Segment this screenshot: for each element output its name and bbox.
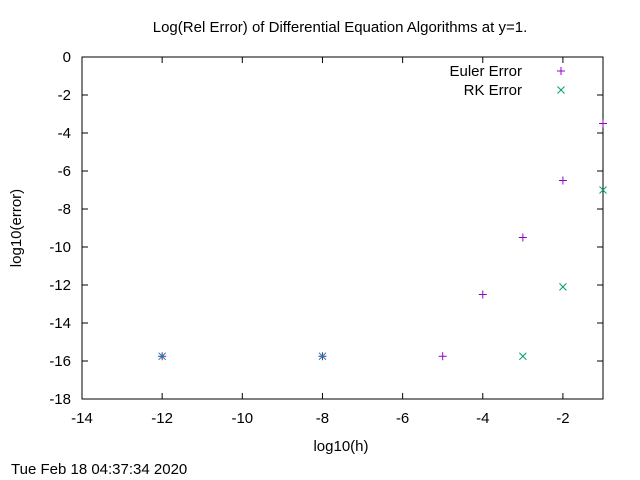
- legend: Euler Error RK Error: [449, 63, 565, 99]
- data-point-euler: [478, 290, 487, 299]
- y-tick-label: -12: [49, 277, 71, 294]
- y-tick-label: -18: [49, 391, 71, 408]
- y-tick-label: -2: [58, 87, 71, 104]
- x-tick-label: -6: [396, 410, 409, 427]
- y-tick-label: -10: [49, 239, 71, 256]
- data-points: [158, 119, 607, 361]
- legend-marker: [557, 67, 565, 75]
- x-tick-label: -8: [316, 410, 329, 427]
- y-tick-label: -6: [58, 163, 71, 180]
- x-axis: -14 -12 -10 -8 -6 -4 -2: [71, 57, 570, 427]
- y-tick-label: -16: [49, 353, 71, 370]
- y-axis: 0 -2 -4 -6 -8 -10 -12 -14 -16 -18: [49, 49, 603, 408]
- data-point-euler: [438, 352, 447, 361]
- legend-marker: [557, 86, 565, 94]
- y-tick-label: 0: [63, 49, 71, 66]
- x-tick-label: -10: [231, 410, 253, 427]
- timestamp: Tue Feb 18 04:37:34 2020: [11, 461, 187, 478]
- y-tick-label: -14: [49, 315, 71, 332]
- legend-label: Euler Error: [449, 63, 522, 80]
- data-point-rk: [518, 352, 527, 361]
- chart-title: Log(Rel Error) of Differential Equation …: [153, 19, 528, 36]
- data-point-rk: [599, 186, 607, 194]
- y-tick-label: -4: [58, 125, 71, 142]
- x-tick-label: -2: [556, 410, 569, 427]
- y-tick-label: -8: [58, 201, 71, 218]
- y-axis-label: log10(error): [8, 189, 25, 267]
- x-tick-label: -4: [476, 410, 489, 427]
- x-axis-label: log10(h): [313, 438, 368, 455]
- data-point-euler: [558, 176, 567, 185]
- x-tick-label: -12: [151, 410, 173, 427]
- data-point-rk: [318, 352, 327, 361]
- x-tick-label: -14: [71, 410, 93, 427]
- plot-border: [81, 56, 604, 400]
- data-point-rk: [559, 283, 567, 291]
- data-point-rk: [158, 352, 167, 361]
- data-point-euler: [518, 233, 527, 242]
- legend-label: RK Error: [464, 82, 522, 99]
- data-point-euler: [599, 119, 607, 128]
